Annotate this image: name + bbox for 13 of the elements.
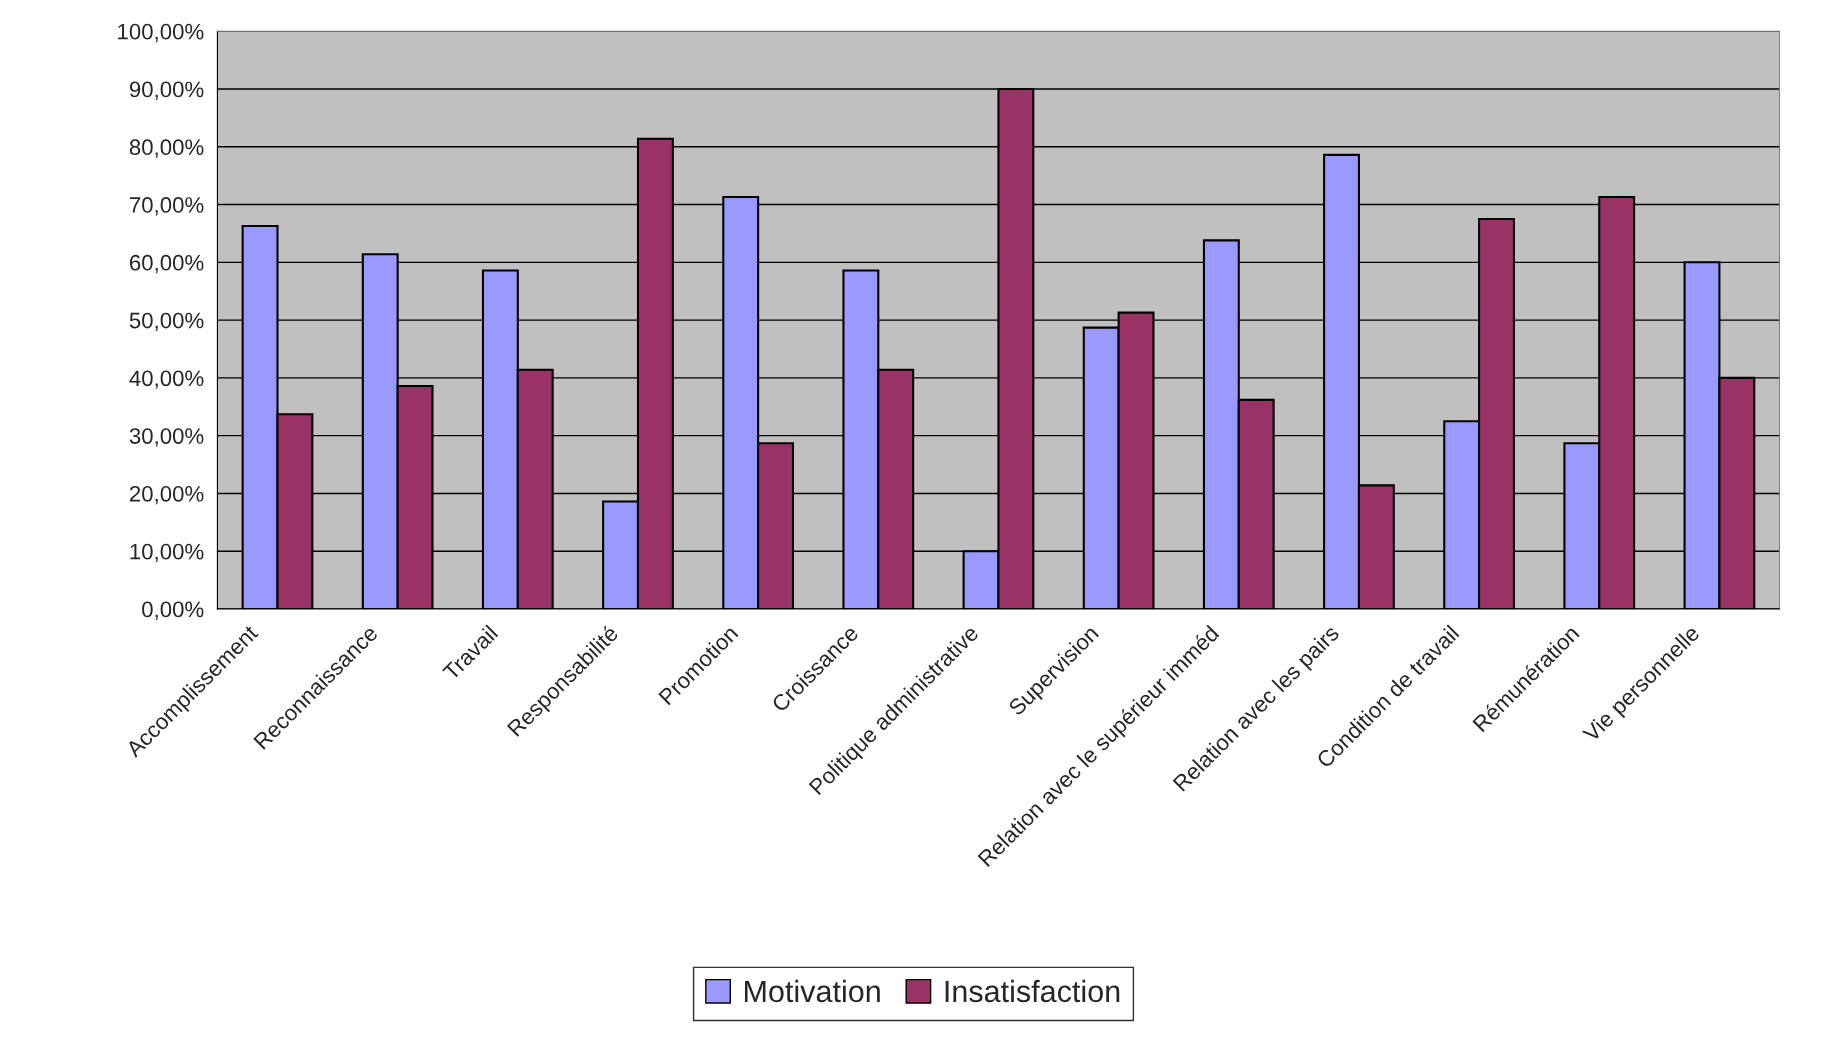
y-tick-label: 40,00%	[129, 370, 204, 389]
y-tick-label: 70,00%	[129, 197, 204, 216]
y-tick-label: 10,00%	[130, 543, 204, 563]
y-tick-label: 30,00%	[129, 428, 204, 447]
legend-label: Insatisfaction	[945, 979, 1120, 1003]
y-tick-label: 80,00%	[129, 139, 204, 158]
y-tick-label: 60,00%	[129, 254, 204, 274]
y-tick-label: 100,00%	[118, 23, 204, 43]
y-tick-label: 20,00%	[129, 485, 204, 505]
y-tick-label: 50,00%	[129, 312, 204, 331]
legend-label: Motivation	[745, 979, 880, 1003]
y-tick-label: 90,00%	[129, 81, 204, 100]
y-tick-label: 0,00%	[142, 601, 204, 620]
